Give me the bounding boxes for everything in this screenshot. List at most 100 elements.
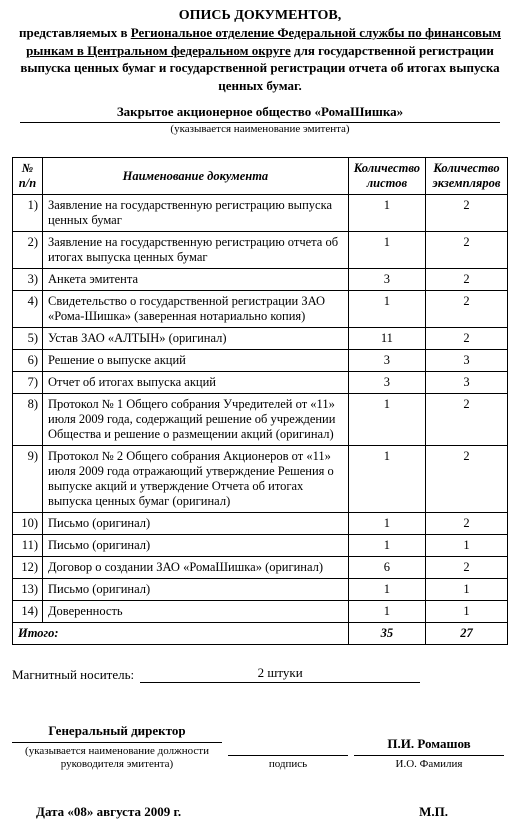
- col-num: № п/п: [13, 158, 43, 195]
- cell-name: Письмо (оригинал): [43, 579, 349, 601]
- table-row: 13)Письмо (оригинал)11: [13, 579, 508, 601]
- documents-table: № п/п Наименование документа Количество …: [12, 157, 508, 645]
- cell-copies: 1: [426, 535, 508, 557]
- header: ОПИСЬ ДОКУМЕНТОВ, представляемых в Регио…: [12, 8, 508, 94]
- table-row: 11)Письмо (оригинал)11: [13, 535, 508, 557]
- table-row: 6)Решение о выпуске акций33: [13, 350, 508, 372]
- cell-sheets: 1: [348, 579, 425, 601]
- table-row: 14)Доверенность11: [13, 601, 508, 623]
- cell-name: Заявление на государственную регистрацию…: [43, 195, 349, 232]
- issuer-note: (указывается наименование эмитента): [12, 123, 508, 135]
- cell-num: 2): [13, 232, 43, 269]
- cell-name: Решение о выпуске акций: [43, 350, 349, 372]
- cell-sheets: 1: [348, 291, 425, 328]
- col-sheets: Количество листов: [348, 158, 425, 195]
- cell-sheets: 1: [348, 232, 425, 269]
- cell-sheets: 1: [348, 446, 425, 513]
- sign-cell: подпись: [228, 736, 348, 771]
- cell-name: Анкета эмитента: [43, 269, 349, 291]
- cell-copies: 2: [426, 291, 508, 328]
- cell-copies: 2: [426, 328, 508, 350]
- cell-sheets: 1: [348, 513, 425, 535]
- cell-sheets: 3: [348, 269, 425, 291]
- cell-sheets: 1: [348, 394, 425, 446]
- table-row: 1)Заявление на государственную регистрац…: [13, 195, 508, 232]
- subtitle-pre: представляемых в: [19, 25, 131, 40]
- sign-label: подпись: [228, 758, 348, 771]
- title-main: ОПИСЬ ДОКУМЕНТОВ,: [12, 8, 508, 24]
- table-row: 7)Отчет об итогах выпуска акций33: [13, 372, 508, 394]
- table-row: 12)Договор о создании ЗАО «РомаШишка» (о…: [13, 557, 508, 579]
- name-cell: П.И. Ромашов И.О. Фамилия: [354, 736, 504, 771]
- cell-copies: 2: [426, 513, 508, 535]
- cell-name: Доверенность: [43, 601, 349, 623]
- role-note: (указывается наименование должности руко…: [12, 745, 222, 770]
- cell-name: Договор о создании ЗАО «РомаШишка» (ориг…: [43, 557, 349, 579]
- subtitle: представляемых в Региональное отделение …: [12, 24, 508, 94]
- table-row: 4)Свидетельство о государственной регист…: [13, 291, 508, 328]
- magnet-value: 2 штуки: [140, 665, 420, 683]
- table-row: 10)Письмо (оригинал)12: [13, 513, 508, 535]
- cell-num: 5): [13, 328, 43, 350]
- table-row: 8)Протокол № 1 Общего собрания Учредител…: [13, 394, 508, 446]
- table-total-row: Итого:3527: [13, 623, 508, 645]
- cell-sheets: 1: [348, 195, 425, 232]
- cell-num: 4): [13, 291, 43, 328]
- cell-name: Устав ЗАО «АЛТЫН» (оригинал): [43, 328, 349, 350]
- cell-copies: 2: [426, 394, 508, 446]
- footer: Дата «08» августа 2009 г. М.П.: [12, 804, 508, 820]
- cell-name: Свидетельство о государственной регистра…: [43, 291, 349, 328]
- cell-sheets: 3: [348, 350, 425, 372]
- cell-sheets: 11: [348, 328, 425, 350]
- cell-num: 1): [13, 195, 43, 232]
- issuer-name: Закрытое акционерное общество «РомаШишка…: [12, 104, 508, 120]
- cell-copies: 1: [426, 579, 508, 601]
- magnetic-media: Магнитный носитель: 2 штуки: [12, 665, 508, 683]
- cell-copies: 2: [426, 557, 508, 579]
- cell-num: 6): [13, 350, 43, 372]
- cell-num: 10): [13, 513, 43, 535]
- cell-num: 7): [13, 372, 43, 394]
- cell-copies: 2: [426, 446, 508, 513]
- role-cell: Генеральный директор (указывается наимен…: [12, 723, 222, 770]
- magnet-label: Магнитный носитель:: [12, 667, 134, 683]
- name-note: И.О. Фамилия: [354, 758, 504, 771]
- col-name: Наименование документа: [43, 158, 349, 195]
- table-row: 5)Устав ЗАО «АЛТЫН» (оригинал)112: [13, 328, 508, 350]
- cell-copies: 2: [426, 232, 508, 269]
- cell-name: Протокол № 1 Общего собрания Учредителей…: [43, 394, 349, 446]
- cell-num: 3): [13, 269, 43, 291]
- cell-sheets: 3: [348, 372, 425, 394]
- cell-name: Протокол № 2 Общего собрания Акционеров …: [43, 446, 349, 513]
- cell-num: 13): [13, 579, 43, 601]
- name-above: П.И. Ромашов: [354, 736, 504, 753]
- cell-name: Отчет об итогах выпуска акций: [43, 372, 349, 394]
- cell-num: 12): [13, 557, 43, 579]
- cell-copies: 2: [426, 269, 508, 291]
- table-row: 3)Анкета эмитента32: [13, 269, 508, 291]
- footer-stamp: М.П.: [419, 804, 448, 820]
- role-above: Генеральный директор: [12, 723, 222, 740]
- cell-copies: 1: [426, 601, 508, 623]
- table-row: 2)Заявление на государственную регистрац…: [13, 232, 508, 269]
- cell-num: 8): [13, 394, 43, 446]
- cell-sheets: 6: [348, 557, 425, 579]
- cell-copies: 3: [426, 372, 508, 394]
- table-row: 9)Протокол № 2 Общего собрания Акционеро…: [13, 446, 508, 513]
- total-label: Итого:: [13, 623, 349, 645]
- cell-sheets: 1: [348, 535, 425, 557]
- cell-copies: 2: [426, 195, 508, 232]
- cell-name: Письмо (оригинал): [43, 535, 349, 557]
- cell-num: 14): [13, 601, 43, 623]
- cell-name: Заявление на государственную регистрацию…: [43, 232, 349, 269]
- signature-block: Генеральный директор (указывается наимен…: [12, 723, 508, 770]
- cell-name: Письмо (оригинал): [43, 513, 349, 535]
- cell-num: 9): [13, 446, 43, 513]
- col-copies: Количество экземпляров: [426, 158, 508, 195]
- cell-sheets: 1: [348, 601, 425, 623]
- cell-num: 11): [13, 535, 43, 557]
- footer-date: Дата «08» августа 2009 г.: [36, 804, 181, 820]
- total-copies: 27: [426, 623, 508, 645]
- cell-copies: 3: [426, 350, 508, 372]
- total-sheets: 35: [348, 623, 425, 645]
